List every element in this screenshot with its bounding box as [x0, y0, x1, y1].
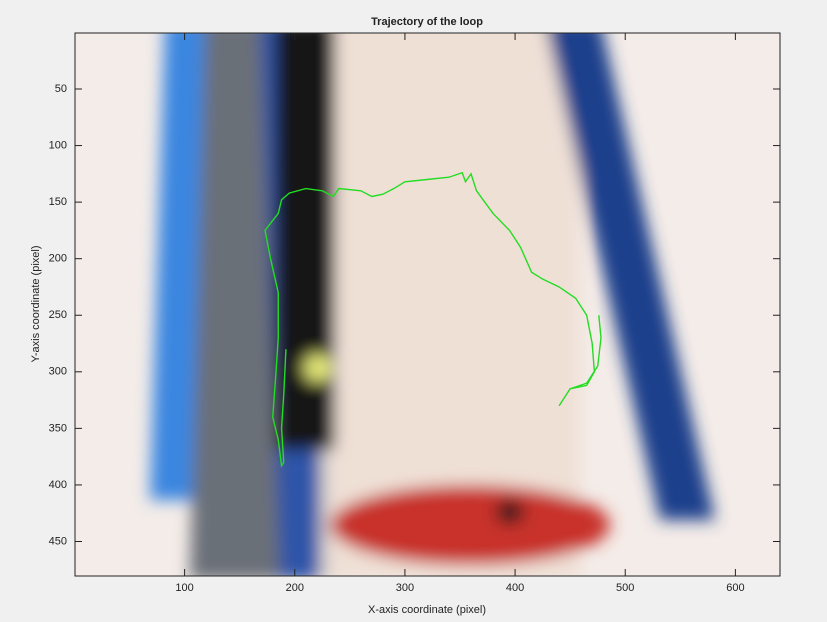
- y-tick-label: 150: [49, 196, 67, 208]
- x-tick-label: 100: [175, 582, 193, 594]
- y-tick-label: 100: [49, 139, 67, 151]
- chart-title: Trajectory of the loop: [371, 16, 483, 28]
- x-tick-label: 300: [396, 582, 414, 594]
- x-tick-label: 500: [616, 582, 634, 594]
- y-tick-label: 200: [49, 253, 67, 265]
- y-tick-label: 50: [55, 83, 67, 95]
- x-tick-label: 600: [726, 582, 744, 594]
- x-axis-label: X-axis coordinate (pixel): [368, 604, 486, 616]
- image-background: [75, 33, 780, 576]
- x-tick-label: 200: [286, 582, 304, 594]
- y-tick-label: 300: [49, 366, 67, 378]
- y-tick-label: 250: [49, 309, 67, 321]
- y-tick-label: 450: [49, 535, 67, 547]
- y-tick-label: 350: [49, 422, 67, 434]
- y-axis-label: Y-axis coordinate (pixel): [30, 246, 42, 363]
- y-tick-label: 400: [49, 479, 67, 491]
- x-tick-label: 400: [506, 582, 524, 594]
- axes-box: [74, 32, 781, 577]
- trajectory-line: [264, 171, 602, 468]
